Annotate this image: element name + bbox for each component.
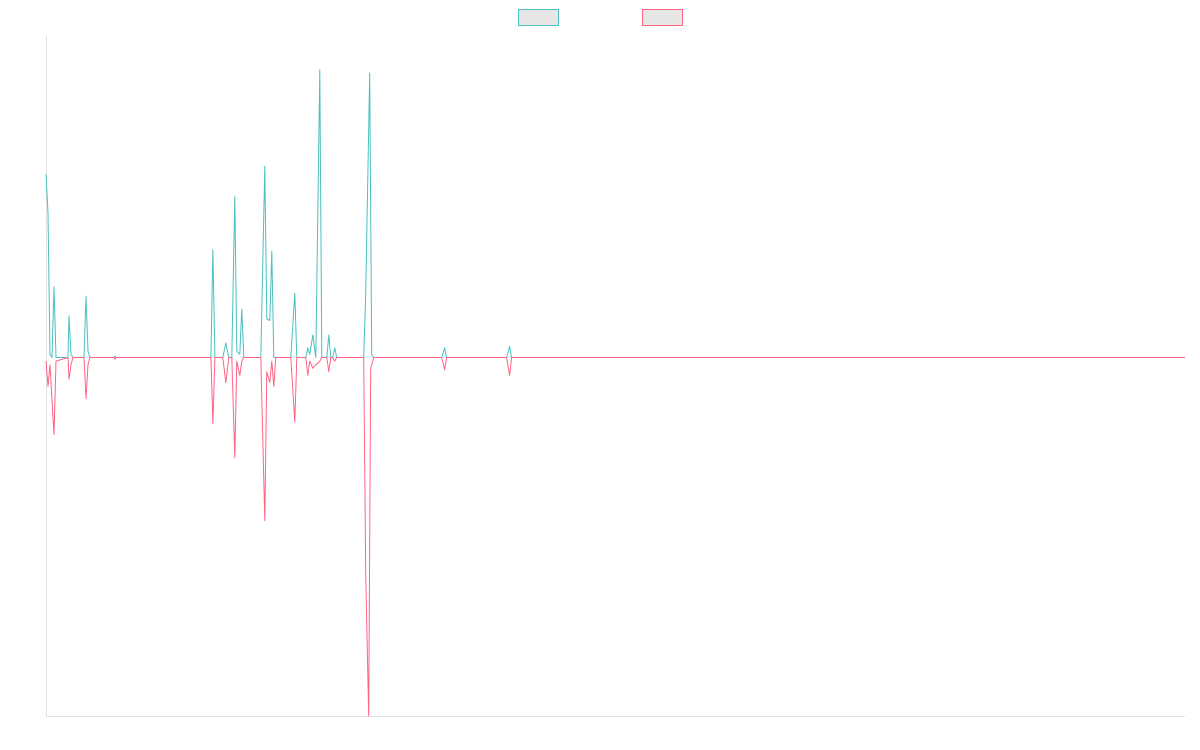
legend[interactable]: [518, 9, 683, 26]
axes: [46, 36, 1185, 717]
legend-swatch-lower[interactable]: [642, 9, 683, 26]
legend-swatch-upper[interactable]: [518, 9, 559, 26]
series-line-upper: [45, 69, 1185, 358]
plot-area: [45, 69, 1185, 717]
series-line-lower: [45, 357, 1185, 717]
